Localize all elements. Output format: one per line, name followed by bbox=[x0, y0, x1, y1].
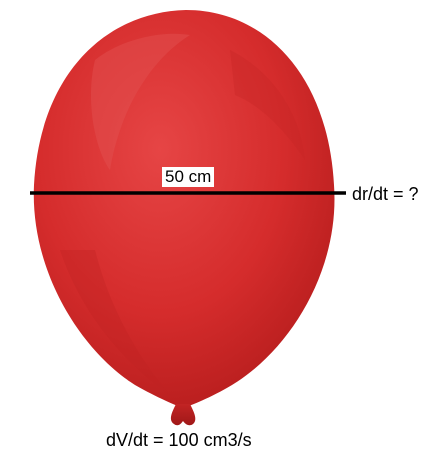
radius-rate-label: dr/dt = ? bbox=[352, 184, 419, 204]
balloon-body bbox=[33, 10, 335, 408]
volume-rate-label: dV/dt = 100 cm3/s bbox=[106, 430, 252, 450]
balloon-facet-lower bbox=[60, 250, 170, 395]
balloon-facet bbox=[230, 50, 305, 160]
balloon-knot bbox=[170, 404, 196, 426]
balloon-highlight bbox=[90, 33, 190, 170]
diameter-label: 50 cm bbox=[162, 167, 215, 187]
